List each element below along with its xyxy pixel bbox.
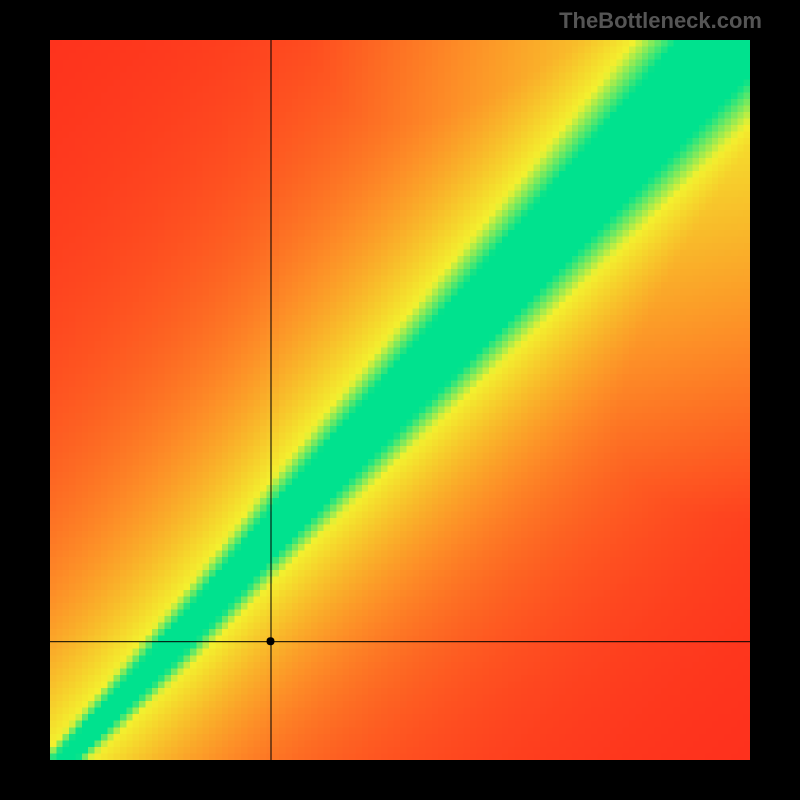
crosshair-overlay: [50, 40, 750, 760]
watermark-text: TheBottleneck.com: [559, 8, 762, 34]
image-root: TheBottleneck.com: [0, 0, 800, 800]
